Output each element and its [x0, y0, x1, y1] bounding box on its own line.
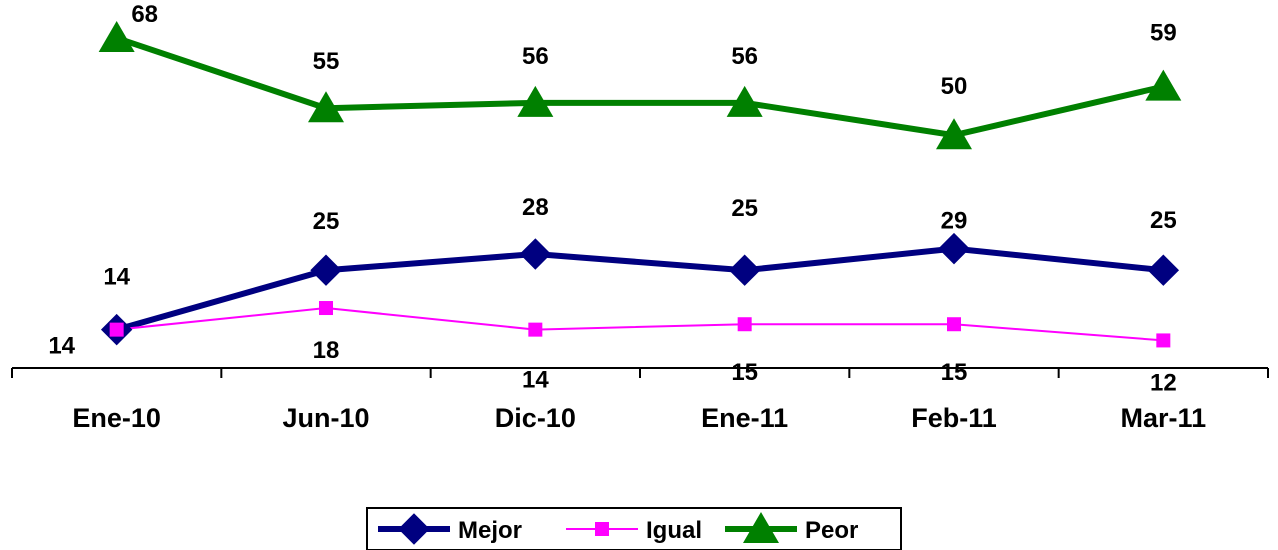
marker-mejor-mar-11	[1147, 254, 1180, 286]
series-line-igual	[116, 307, 1164, 342]
data-label-igual-ene-10: 14	[48, 333, 75, 360]
legend-label-peor: Peor	[805, 517, 858, 544]
marker-igual-dic-10	[528, 322, 543, 337]
data-label-igual-feb-11: 15	[941, 359, 968, 386]
series-lines	[115, 35, 1165, 342]
series-markers	[98, 21, 1182, 348]
data-label-igual-jun-10: 18	[313, 337, 340, 364]
legend-swatch-marker-peor	[743, 512, 779, 543]
data-label-mejor-jun-10: 25	[313, 208, 340, 235]
marker-mejor-jun-10	[310, 254, 342, 286]
marker-peor-feb-11	[936, 118, 972, 150]
x-axis-tick-labels: Ene-10 Jun-10 Dic-10 Ene-11 Feb-11 Mar-11	[72, 403, 1206, 433]
x-tick-label-dic-10: Dic-10	[495, 403, 576, 433]
marker-peor-mar-11	[1145, 69, 1182, 101]
marker-peor-ene-10	[98, 21, 135, 53]
legend-label-mejor: Mejor	[458, 517, 522, 544]
data-labels: 14 25 28 25 29 25 14 18 14 15 15 12 68 55 56 56 50 59	[48, 1, 1176, 396]
marker-igual-ene-10	[109, 322, 124, 337]
marker-igual-ene-11	[737, 317, 752, 332]
x-tick-label-ene-10: Ene-10	[72, 403, 161, 433]
legend: Mejor Igual Peor	[366, 507, 902, 550]
data-label-peor-mar-11: 59	[1150, 20, 1177, 47]
marker-igual-feb-11	[947, 317, 961, 332]
x-tick-label-feb-11: Feb-11	[911, 403, 997, 433]
data-label-peor-dic-10: 56	[522, 43, 549, 70]
marker-peor-jun-10	[308, 91, 344, 123]
data-label-peor-ene-10: 68	[131, 1, 158, 28]
series-line-peor	[115, 35, 1165, 139]
data-label-igual-dic-10: 14	[522, 367, 549, 394]
x-axis-ticks	[11, 368, 1269, 378]
data-label-mejor-dic-10: 28	[522, 194, 549, 221]
data-label-igual-mar-11: 12	[1150, 369, 1177, 396]
legend-swatch-marker-igual	[595, 522, 609, 536]
data-label-mejor-ene-10: 14	[103, 264, 130, 291]
data-label-mejor-ene-11: 25	[731, 195, 758, 222]
marker-mejor-ene-11	[728, 254, 761, 286]
data-label-peor-ene-11: 56	[731, 43, 758, 70]
data-label-peor-jun-10: 55	[313, 48, 340, 75]
x-tick-label-mar-11: Mar-11	[1121, 403, 1207, 433]
x-tick-label-jun-10: Jun-10	[282, 403, 369, 433]
marker-peor-ene-11	[726, 85, 763, 117]
data-label-igual-ene-11: 15	[731, 359, 758, 386]
marker-mejor-feb-11	[938, 232, 970, 265]
legend-label-igual: Igual	[646, 517, 702, 544]
series-line-mejor	[115, 245, 1164, 333]
x-tick-label-ene-11: Ene-11	[701, 403, 788, 433]
data-label-mejor-feb-11: 29	[941, 208, 968, 235]
marker-igual-mar-11	[1156, 333, 1171, 348]
legend-swatch-marker-mejor	[398, 513, 430, 545]
data-label-mejor-mar-11: 25	[1150, 207, 1177, 234]
marker-igual-jun-10	[319, 301, 333, 316]
marker-peor-dic-10	[517, 85, 554, 117]
data-label-peor-feb-11: 50	[941, 73, 968, 100]
marker-mejor-dic-10	[519, 238, 552, 270]
